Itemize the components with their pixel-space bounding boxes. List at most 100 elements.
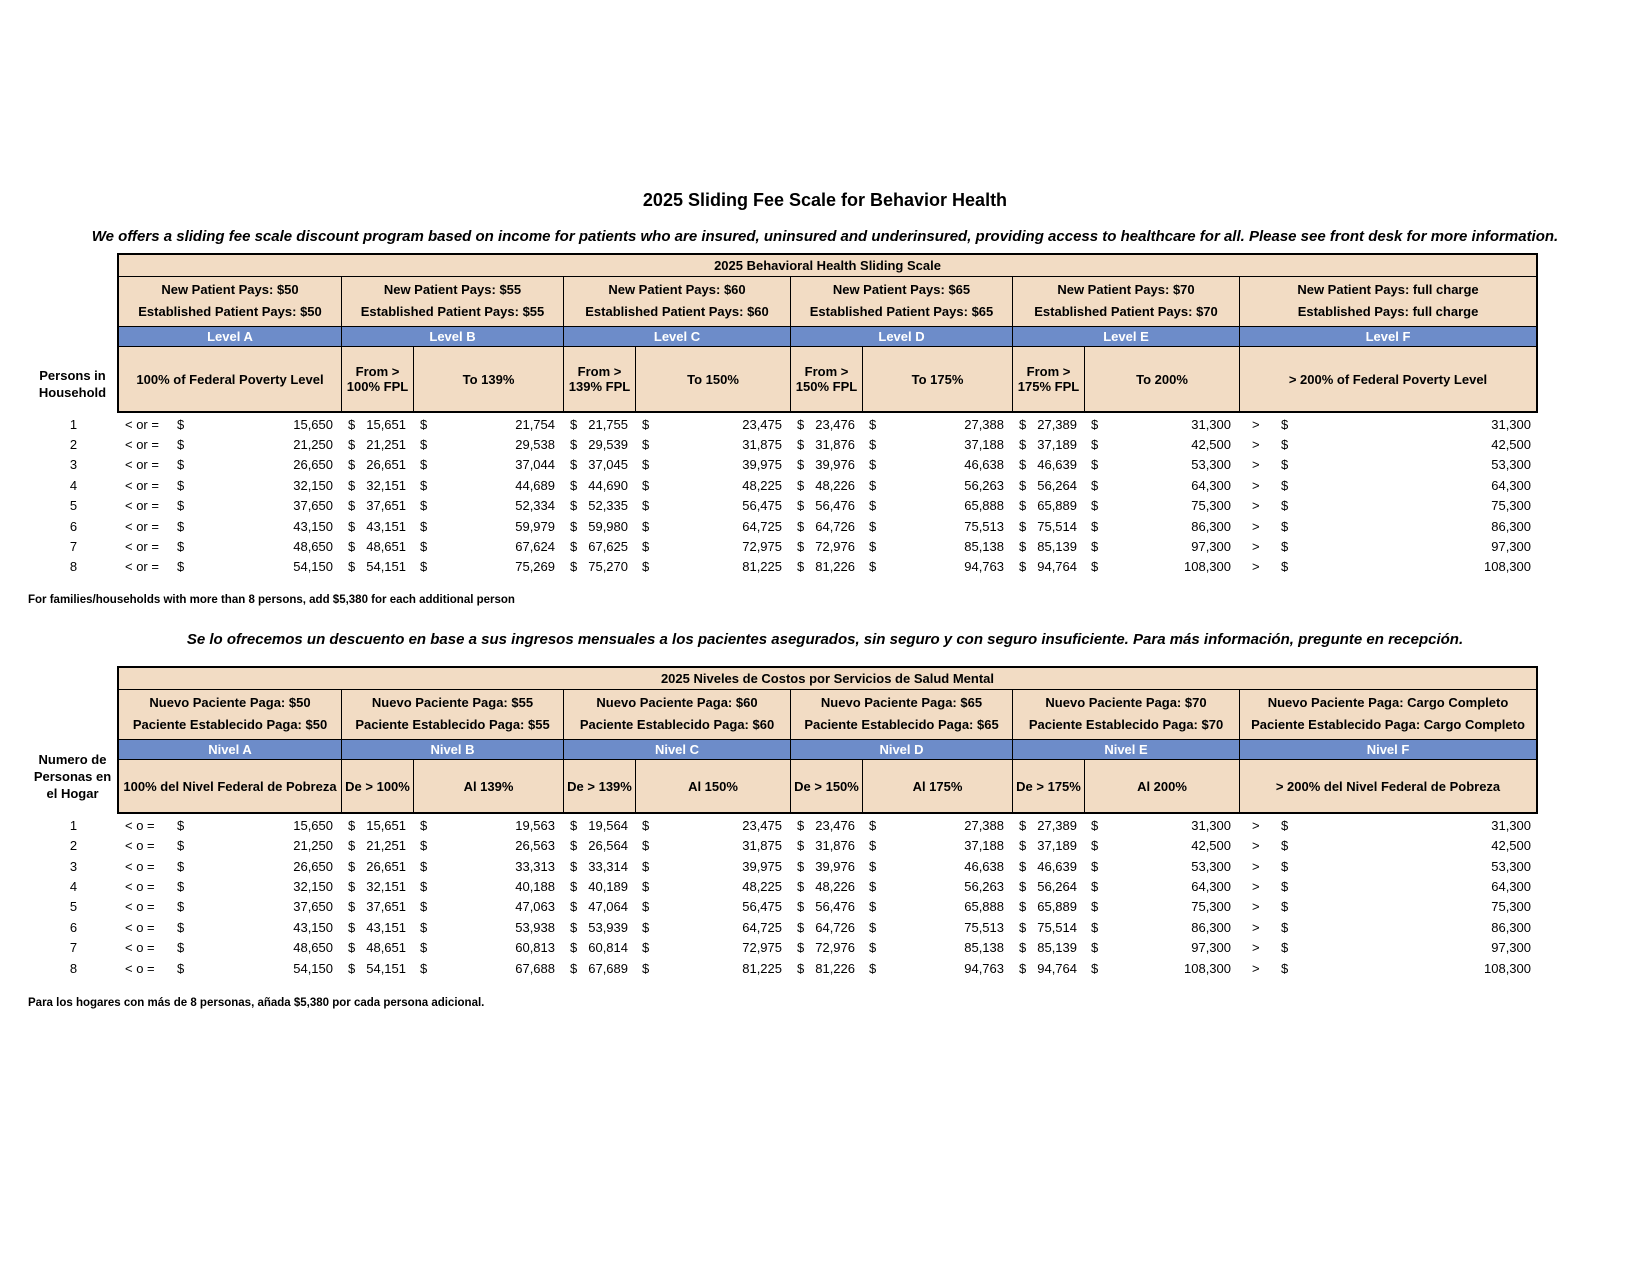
table-row: 4 < or = $32,150 $32,151 $44,689 $44,690 $48,2… [28, 475, 1650, 495]
currency-symbol: $ [1091, 940, 1099, 956]
currency-symbol: $ [869, 919, 877, 935]
amount-value: 31,300 [1191, 817, 1231, 833]
currency-symbol: $ [1091, 919, 1099, 935]
currency-symbol: $ [1019, 477, 1027, 493]
amount-value: 27,388 [964, 416, 1004, 432]
currency-symbol: $ [570, 437, 578, 453]
range-header-row: 100% del Nivel Federal de Pobreza De > 10… [119, 760, 1536, 813]
currency-symbol: $ [869, 518, 877, 534]
amount-value: 48,226 [815, 477, 855, 493]
to-amount-cell: $67,688 [413, 961, 563, 976]
new-patient-pays-label: New Patient Pays: $65 [832, 282, 971, 297]
amount-value: 94,764 [1037, 559, 1077, 575]
greater-than-symbol: > [1252, 437, 1260, 453]
page-title: 2025 Sliding Fee Scale for Behavior Heal… [642, 190, 1008, 210]
currency-symbol: $ [1091, 817, 1099, 833]
amount-value: 48,650 [293, 539, 333, 555]
currency-symbol: $ [1019, 940, 1027, 956]
greater-than-symbol: > [1252, 899, 1260, 915]
pays-cell: New Patient Pays: $55 Established Patient… [341, 277, 563, 326]
currency-symbol: $ [1091, 518, 1099, 534]
from-amount-cell: $81,226 [790, 559, 862, 574]
range-header-row: 100% of Federal Poverty Level From > 100%… [119, 347, 1536, 411]
from-amount-cell: $54,151 [341, 961, 413, 976]
table-row: 2 < o = $21,250 $21,251 $26,563 $26,564 $31,87… [28, 836, 1650, 856]
from-amount-cell: $75,514 [1012, 519, 1084, 534]
from-amount-cell: $26,651 [341, 457, 413, 472]
amount-value: 37,189 [1037, 838, 1077, 854]
from-amount-cell: $85,139 [1012, 539, 1084, 554]
to-amount-cell: $75,300 [1084, 899, 1239, 914]
currency-symbol: $ [1281, 919, 1289, 935]
amount-value: 46,638 [964, 858, 1004, 874]
currency-symbol: $ [177, 899, 185, 915]
amount-value: 53,939 [588, 919, 628, 935]
to-amount-cell: $86,300 [1084, 920, 1239, 935]
persons-count: 4 [69, 878, 78, 894]
to-amount-cell: $31,875 [635, 437, 790, 452]
amount-value: 97,300 [1191, 940, 1231, 956]
to-amount-cell: $97,300 [1084, 539, 1239, 554]
pays-cell: Nuevo Paciente Paga: $70 Paciente Estable… [1012, 690, 1239, 740]
to-amount-cell: $59,979 [413, 519, 563, 534]
from-amount-cell: $46,639 [1012, 457, 1084, 472]
amount-value: 48,651 [366, 940, 406, 956]
from-amount-cell: $56,476 [790, 498, 862, 513]
currency-symbol: $ [177, 940, 185, 956]
amount-value: 46,639 [1037, 858, 1077, 874]
comparator: < o = [125, 817, 155, 833]
amount-value: 42,500 [1491, 838, 1531, 854]
level-f-amount-cell: > $53,300 [1239, 457, 1536, 472]
new-patient-pays-label: Nuevo Paciente Paga: Cargo Completo [1267, 695, 1509, 711]
level-band-label: Nivel C [563, 740, 790, 760]
persons-count: 8 [69, 559, 78, 575]
to-amount-cell: $108,300 [1084, 961, 1239, 976]
amount-value: 15,650 [293, 416, 333, 432]
amount-value: 23,476 [815, 416, 855, 432]
numero-de-personas-label: Numero de Personas en el Hogar [33, 752, 112, 802]
currency-symbol: $ [177, 838, 185, 854]
amount-value: 33,313 [515, 858, 555, 874]
amount-value: 37,651 [366, 899, 406, 915]
amount-value: 72,975 [742, 539, 782, 555]
from-amount-cell: $15,651 [341, 417, 413, 432]
from-amount-cell: $39,976 [790, 859, 862, 874]
pays-cell: New Patient Pays: $50 Established Patient… [119, 277, 341, 326]
new-patient-pays-label: Nuevo Paciente Paga: $65 [820, 695, 983, 711]
persons-count: 1 [69, 416, 78, 432]
currency-symbol: $ [177, 477, 185, 493]
to-amount-cell: $53,300 [1084, 457, 1239, 472]
currency-symbol: $ [869, 477, 877, 493]
currency-symbol: $ [348, 559, 356, 575]
table-row: 5 < or = $37,650 $37,651 $52,334 $52,335 $56,4… [28, 496, 1650, 516]
table-row: 3 < o = $26,650 $26,651 $33,313 $33,314 $39,97… [28, 856, 1650, 876]
amount-value: 32,150 [293, 878, 333, 894]
amount-value: 23,475 [742, 817, 782, 833]
amount-value: 29,539 [588, 437, 628, 453]
amount-value: 19,564 [588, 817, 628, 833]
currency-symbol: $ [420, 457, 428, 473]
currency-symbol: $ [1019, 858, 1027, 874]
sliding-scale-table-spanish: Numero de Personas en el Hogar 2025 Nive… [28, 666, 1650, 978]
currency-symbol: $ [570, 940, 578, 956]
amount-value: 85,139 [1037, 940, 1077, 956]
level-a-amount-cell: < or = $54,150 [119, 559, 341, 574]
currency-symbol: $ [177, 960, 185, 976]
amount-value: 37,188 [964, 437, 1004, 453]
currency-symbol: $ [642, 437, 650, 453]
currency-symbol: $ [869, 457, 877, 473]
to-amount-cell: $65,888 [862, 899, 1012, 914]
amount-value: 75,300 [1191, 498, 1231, 514]
comparator: < o = [125, 960, 155, 976]
level-band-label: Level C [563, 327, 790, 346]
to-amount-cell: $42,500 [1084, 838, 1239, 853]
level-band-label: Level B [341, 327, 563, 346]
amount-value: 67,625 [588, 539, 628, 555]
range-header-cell: From > 139% FPL [563, 347, 635, 411]
level-a-amount-cell: < o = $15,650 [119, 818, 341, 833]
level-f-amount-cell: > $97,300 [1239, 940, 1536, 955]
comparator: < or = [125, 518, 159, 534]
greater-than-symbol: > [1252, 518, 1260, 534]
amount-value: 81,225 [742, 960, 782, 976]
persons-count: 3 [69, 858, 78, 874]
